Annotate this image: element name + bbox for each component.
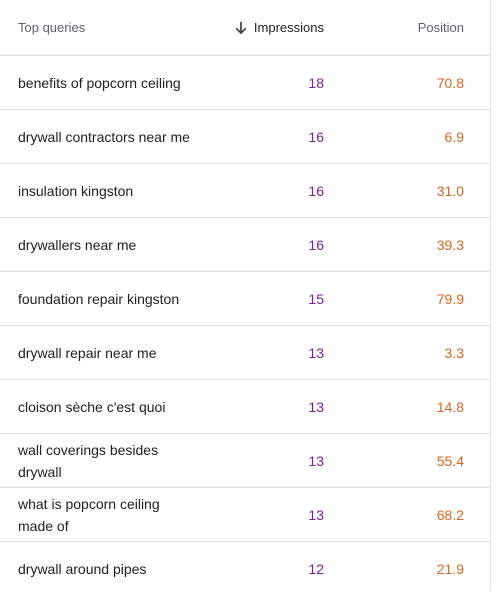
table-row[interactable]: drywallers near me 16 39.3 [0,218,490,272]
header-position[interactable]: Position [417,20,464,35]
impressions-cell: 16 [308,128,324,145]
impressions-cell: 16 [308,236,324,253]
table-header: Top queries Impressions Position [0,0,490,56]
header-impressions[interactable]: Impressions [200,20,324,35]
table-row[interactable]: foundation repair kingston 15 79.9 [0,272,490,326]
top-queries-table: Top queries Impressions Position benefit… [0,0,491,591]
impressions-cell: 16 [308,182,324,199]
table-row[interactable]: drywall repair near me 13 3.3 [0,326,490,380]
table-row[interactable]: cloison sèche c'est quoi 13 14.8 [0,380,490,434]
table-row[interactable]: wall coverings besides drywall 13 55.4 [0,434,490,488]
position-cell: 31.0 [436,182,464,199]
query-cell: drywall around pipes [18,561,147,577]
table-row[interactable]: what is popcorn ceiling made of 13 68.2 [0,488,490,542]
query-cell: cloison sèche c'est quoi [18,398,166,415]
position-cell: 21.9 [436,561,464,577]
arrow-down-icon [234,21,248,35]
table-row[interactable]: drywall around pipes 12 21.9 [0,542,490,596]
impressions-label: Impressions [253,20,324,35]
impressions-cell: 13 [308,506,324,523]
header-top-queries[interactable]: Top queries [18,20,86,35]
impressions-cell: 13 [308,452,324,469]
query-cell: foundation repair kingston [18,290,180,307]
query-cell: drywallers near me [18,236,137,253]
impressions-cell: 15 [308,290,324,307]
position-cell: 6.9 [444,128,464,145]
query-cell: drywall repair near me [18,344,157,361]
query-cell: wall coverings besides drywall [18,441,159,480]
position-cell: 3.3 [444,344,464,361]
table-row[interactable]: benefits of popcorn ceiling 18 70.8 [0,56,490,110]
impressions-cell: 18 [308,74,324,91]
position-cell: 70.8 [436,74,464,91]
position-cell: 55.4 [436,452,464,469]
position-cell: 68.2 [436,506,464,523]
query-cell: benefits of popcorn ceiling [18,74,181,91]
query-cell: insulation kingston [18,182,134,199]
table-row[interactable]: insulation kingston 16 31.0 [0,164,490,218]
position-cell: 14.8 [436,398,464,415]
query-cell: drywall contractors near me [18,128,190,145]
impressions-cell: 13 [308,398,324,415]
position-cell: 79.9 [436,290,464,307]
impressions-cell: 12 [308,561,324,577]
query-cell: what is popcorn ceiling made of [18,495,160,534]
table-row[interactable]: drywall contractors near me 16 6.9 [0,110,490,164]
position-cell: 39.3 [436,236,464,253]
impressions-cell: 13 [308,344,324,361]
